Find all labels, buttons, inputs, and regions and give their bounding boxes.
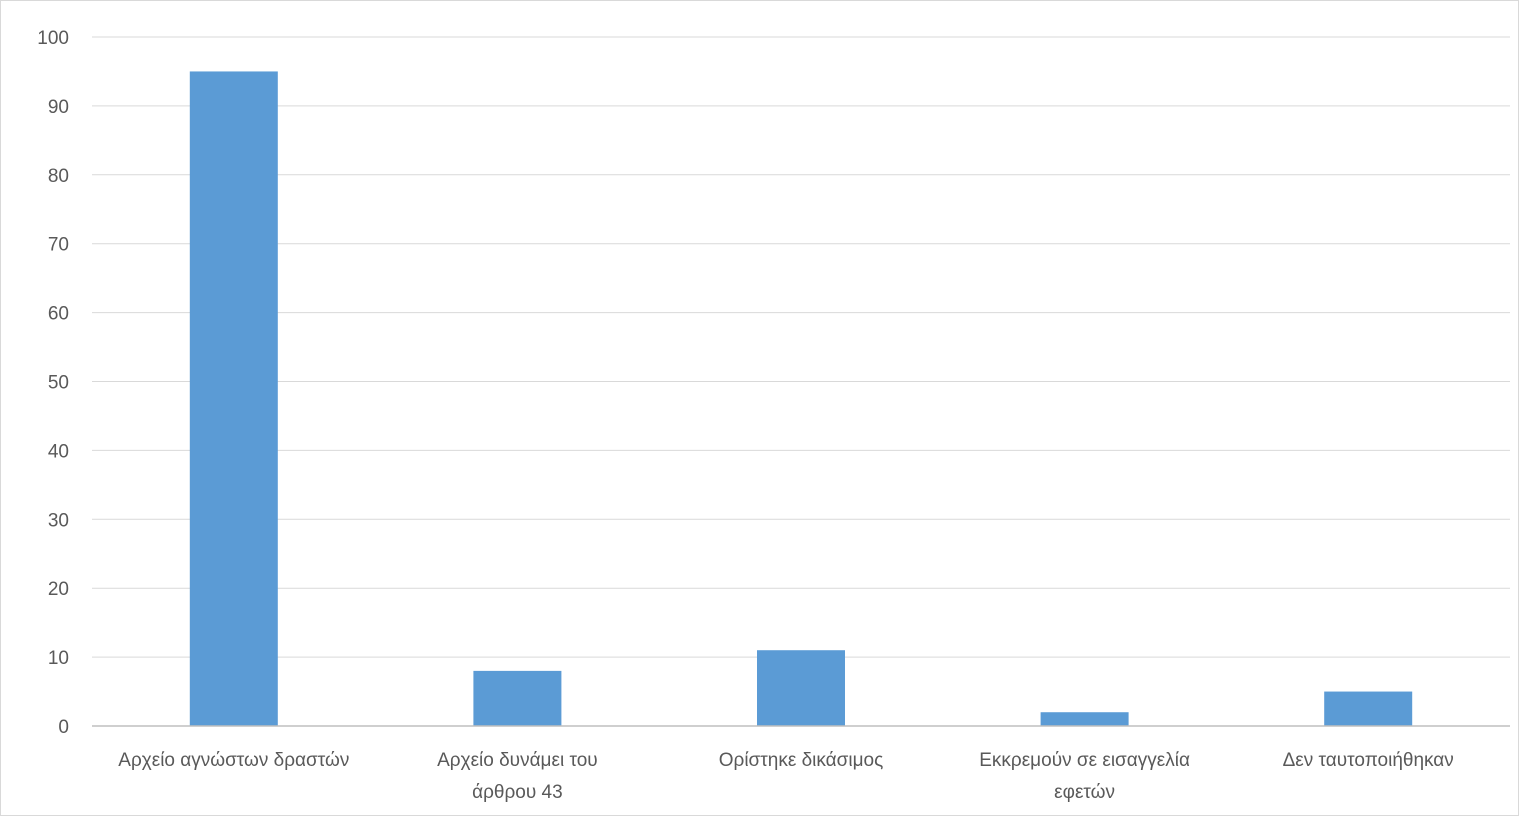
bars: [189, 71, 1413, 726]
gridlines: [92, 36, 1510, 658]
y-tick-label: 100: [37, 28, 69, 49]
bar: [757, 650, 845, 726]
category-label: Αρχείο δυνάμει του άρθρου 43: [437, 750, 598, 803]
y-tick-label: 20: [48, 579, 69, 600]
y-tick-label: 90: [48, 97, 69, 118]
y-tick-label: 60: [48, 304, 69, 325]
y-tick-label: 40: [48, 441, 69, 462]
x-axis-labels: Αρχείο αγνώστων δραστών Αρχείο δυνάμει το…: [118, 750, 1454, 803]
y-tick-label: 0: [58, 717, 69, 738]
category-label: Εκκρεμούν σε εισαγγελία εφετών: [979, 750, 1190, 803]
bar: [1324, 691, 1413, 726]
y-tick-label: 80: [48, 166, 69, 187]
y-tick-label: 30: [48, 510, 69, 531]
category-label: Ορίστηκε δικάσιμος: [719, 750, 884, 771]
category-label: Αρχείο αγνώστων δραστών: [118, 750, 349, 771]
bar: [473, 670, 562, 726]
y-axis-ticks: 0 10 20 30 40 50 60 70 80 90 100: [37, 28, 69, 738]
y-tick-label: 50: [48, 373, 69, 394]
category-label: Δεν ταυτοποιήθηκαν: [1283, 750, 1454, 771]
y-tick-label: 70: [48, 235, 69, 256]
bar: [189, 71, 278, 726]
bar: [1040, 712, 1129, 726]
y-tick-label: 10: [48, 648, 69, 669]
